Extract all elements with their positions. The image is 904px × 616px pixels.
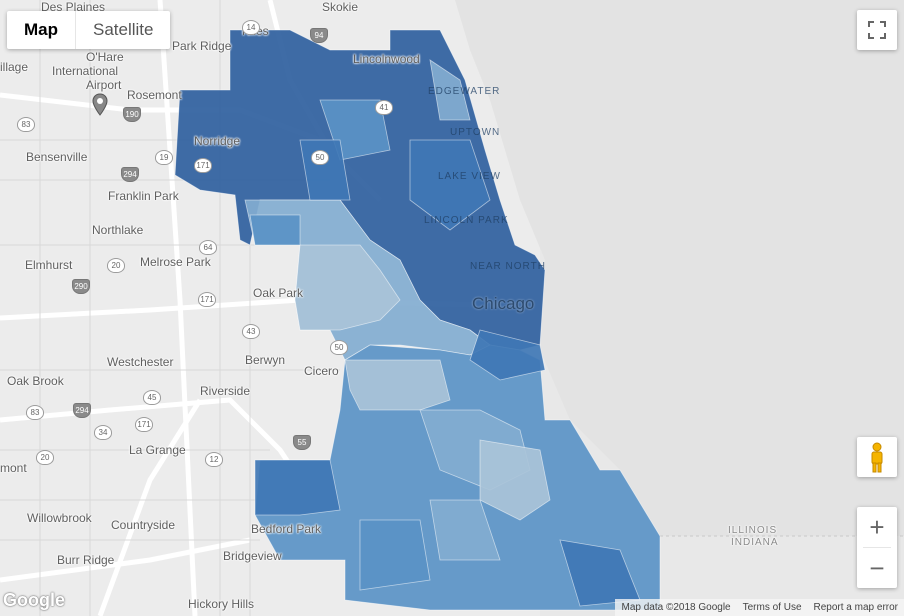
route-shield: 14 xyxy=(242,20,260,35)
zoom-in-button[interactable]: + xyxy=(869,512,885,542)
census-tract-region[interactable] xyxy=(294,244,401,331)
place-label-melrose-park: Melrose Park xyxy=(140,255,211,269)
map-type-map-button[interactable]: Map xyxy=(24,20,58,39)
route-shield: 171 xyxy=(135,417,153,432)
place-label-skokie: Skokie xyxy=(322,0,359,14)
place-label-franklin-park: Franklin Park xyxy=(108,189,179,203)
route-shield: 45 xyxy=(143,390,161,405)
route-shield: 12 xyxy=(205,452,223,467)
map-data-attribution: Map data ©2018 Google xyxy=(621,602,731,613)
zoom-divider xyxy=(863,547,891,548)
place-label-ohare-airport: Airport xyxy=(86,78,122,92)
place-label-burr-ridge: Burr Ridge xyxy=(57,553,115,567)
route-shield: 94 xyxy=(310,28,328,43)
hood-label-edgewater: EDGEWATER xyxy=(428,86,501,97)
census-tract-region[interactable] xyxy=(359,519,431,591)
census-tract-region[interactable] xyxy=(479,439,551,521)
map-type-control: Map Satellite xyxy=(7,11,171,49)
state-label-indiana: INDIANA xyxy=(731,537,779,548)
hood-label-lincoln-park: LINCOLN PARK xyxy=(424,215,509,226)
place-label-lincolnwood: Lincolnwood xyxy=(353,52,420,66)
census-tract-region[interactable] xyxy=(409,139,491,231)
place-label-northlake: Northlake xyxy=(92,223,144,237)
place-label-oak-park: Oak Park xyxy=(253,286,304,300)
choropleth-layer xyxy=(174,29,661,611)
route-shield: 50 xyxy=(330,340,348,355)
hood-label-uptown: UPTOWN xyxy=(450,127,501,138)
place-label-elmhurst: Elmhurst xyxy=(25,258,73,272)
place-label-park-ridge: Park Ridge xyxy=(172,39,232,53)
route-shield: 43 xyxy=(242,324,260,339)
place-label-norridge: Norridge xyxy=(194,134,241,148)
route-shield: 290 xyxy=(72,279,90,294)
route-shield: 50 xyxy=(311,150,329,165)
place-label-la-grange: La Grange xyxy=(129,443,186,457)
place-label-oak-brook: Oak Brook xyxy=(7,374,64,388)
census-tract-region[interactable] xyxy=(429,59,471,121)
place-label-bridgeview: Bridgeview xyxy=(223,549,282,563)
place-label-westchester: Westchester xyxy=(107,355,174,369)
fullscreen-button[interactable] xyxy=(857,10,897,50)
route-shield: 20 xyxy=(36,450,54,465)
route-shield: 41 xyxy=(375,100,393,115)
route-shield: 294 xyxy=(73,403,91,418)
lake-michigan xyxy=(445,0,904,536)
route-shield: 64 xyxy=(199,240,217,255)
pegman-icon xyxy=(871,442,883,473)
place-label-bedford-park: Bedford Park xyxy=(251,522,322,536)
route-shield: 55 xyxy=(293,435,311,450)
place-label-des-plaines: Des Plaines xyxy=(41,0,106,14)
place-label-berwyn: Berwyn xyxy=(245,353,286,367)
place-label-countryside: Countryside xyxy=(111,518,176,532)
street-view-pegman-button[interactable] xyxy=(857,437,897,477)
state-label-illinois: ILLINOIS xyxy=(728,525,778,536)
place-label-bensenville: Bensenville xyxy=(26,150,88,164)
place-label-chicago: Chicago xyxy=(472,294,535,313)
zoom-out-button[interactable]: − xyxy=(869,553,885,583)
place-label-mont: mont xyxy=(0,461,27,475)
place-label-ohare-international: International xyxy=(52,64,119,78)
place-label-cicero: Cicero xyxy=(304,364,339,378)
census-tract-region[interactable] xyxy=(429,499,501,561)
attribution-bar: Map data ©2018 Google Terms of Use Repor… xyxy=(615,599,904,616)
place-label-riverside: Riverside xyxy=(200,384,251,398)
census-tract-region[interactable] xyxy=(249,214,301,246)
place-label-hickory-hills: Hickory Hills xyxy=(188,597,254,611)
census-tract-region[interactable] xyxy=(254,459,341,516)
place-label-illage: illage xyxy=(0,60,29,74)
route-shield: 294 xyxy=(121,167,139,182)
route-shield: 34 xyxy=(94,425,112,440)
fullscreen-icon xyxy=(868,21,886,39)
google-logo[interactable]: Google xyxy=(3,590,65,610)
route-shield: 20 xyxy=(107,258,125,273)
place-label-ohare: O'Hare xyxy=(86,50,124,64)
route-shield: 83 xyxy=(17,117,35,132)
terms-of-use-link[interactable]: Terms of Use xyxy=(742,602,802,613)
route-shield: 190 xyxy=(123,107,141,122)
airport-icon xyxy=(92,93,108,116)
route-shield: 171 xyxy=(198,292,216,307)
route-shield: 171 xyxy=(194,158,212,173)
map-type-divider xyxy=(75,11,76,49)
map-type-satellite-button[interactable]: Satellite xyxy=(93,20,154,39)
report-map-error-link[interactable]: Report a map error xyxy=(813,602,898,613)
zoom-control: + − xyxy=(857,507,897,588)
census-tract-region[interactable] xyxy=(344,359,451,411)
place-label-willowbrook: Willowbrook xyxy=(27,511,92,525)
census-tract-region[interactable] xyxy=(469,329,546,381)
place-label-rosemont: Rosemont xyxy=(127,88,182,102)
route-shield: 83 xyxy=(26,405,44,420)
route-shield: 19 xyxy=(155,150,173,165)
hood-label-lake-view: LAKE VIEW xyxy=(438,171,501,182)
hood-label-near-north: NEAR NORTH xyxy=(470,261,546,272)
